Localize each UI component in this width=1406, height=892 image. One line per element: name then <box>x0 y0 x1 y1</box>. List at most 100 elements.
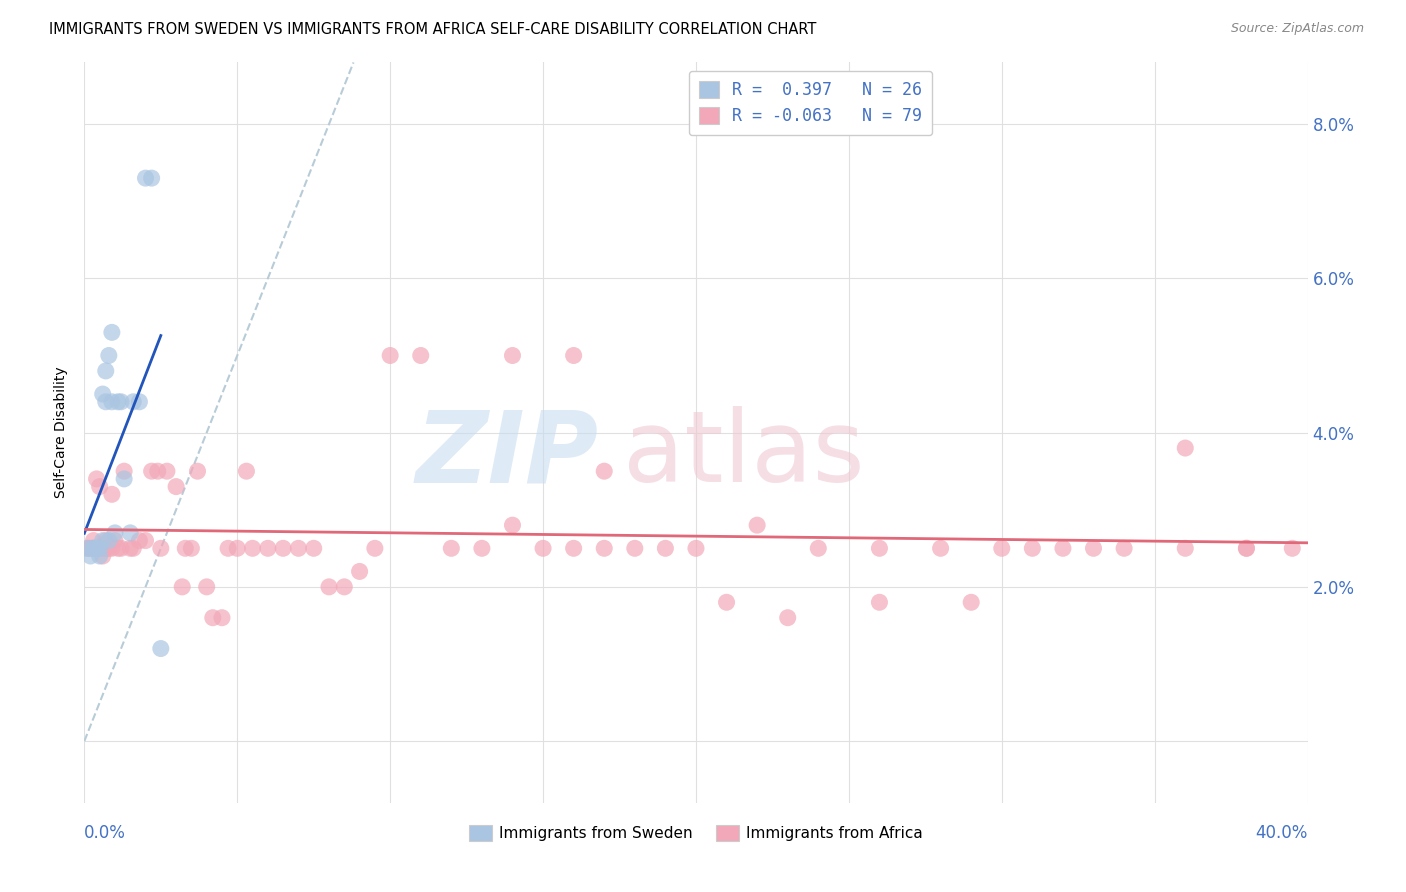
Point <box>302 541 325 556</box>
Point <box>960 595 983 609</box>
Point <box>1174 441 1197 455</box>
Y-axis label: Self-Care Disability: Self-Care Disability <box>55 367 69 499</box>
Point <box>89 541 111 556</box>
Point <box>1114 541 1136 556</box>
Point <box>562 349 585 363</box>
Point <box>146 464 169 478</box>
Text: 40.0%: 40.0% <box>1256 823 1308 841</box>
Point <box>380 349 402 363</box>
Point <box>89 480 111 494</box>
Point <box>110 541 132 556</box>
Point <box>195 580 218 594</box>
Point <box>257 541 280 556</box>
Text: atlas: atlas <box>623 407 865 503</box>
Point <box>76 541 98 556</box>
Point <box>624 541 647 556</box>
Point <box>991 541 1014 556</box>
Point <box>364 541 387 556</box>
Point <box>1174 541 1197 556</box>
Point <box>128 533 150 548</box>
Point <box>333 580 356 594</box>
Point <box>107 394 129 409</box>
Point <box>112 472 135 486</box>
Point <box>318 580 340 594</box>
Point <box>440 541 463 556</box>
Point <box>128 394 150 409</box>
Point <box>1083 541 1105 556</box>
Point <box>149 541 172 556</box>
Point <box>94 541 117 556</box>
Point <box>201 611 224 625</box>
Point <box>79 541 101 556</box>
Point <box>104 525 127 540</box>
Point <box>91 549 114 563</box>
Point <box>1236 541 1258 556</box>
Point <box>1281 541 1303 556</box>
Legend: Immigrants from Sweden, Immigrants from Africa: Immigrants from Sweden, Immigrants from … <box>463 819 929 847</box>
Point <box>94 364 117 378</box>
Point <box>135 171 157 186</box>
Point <box>120 525 142 540</box>
Point <box>94 394 117 409</box>
Point <box>83 533 105 548</box>
Point <box>91 541 114 556</box>
Point <box>186 464 208 478</box>
Point <box>226 541 249 556</box>
Point <box>1052 541 1074 556</box>
Point <box>1021 541 1043 556</box>
Point <box>97 349 120 363</box>
Point <box>91 533 114 548</box>
Point <box>83 541 105 556</box>
Point <box>531 541 554 556</box>
Point <box>149 641 172 656</box>
Point <box>101 394 124 409</box>
Point <box>141 171 163 186</box>
Point <box>869 595 891 609</box>
Point <box>97 533 120 548</box>
Point <box>86 541 108 556</box>
Point <box>593 541 616 556</box>
Point <box>104 533 127 548</box>
Point <box>654 541 676 556</box>
Point <box>101 326 124 340</box>
Text: ZIP: ZIP <box>415 407 598 503</box>
Point <box>122 394 145 409</box>
Point <box>86 541 108 556</box>
Point <box>716 595 738 609</box>
Point <box>156 464 179 478</box>
Point <box>1236 541 1258 556</box>
Point <box>141 464 163 478</box>
Point <box>235 464 257 478</box>
Text: Source: ZipAtlas.com: Source: ZipAtlas.com <box>1230 22 1364 36</box>
Point <box>211 611 233 625</box>
Point <box>79 549 101 563</box>
Point <box>112 464 135 478</box>
Point <box>83 541 105 556</box>
Point <box>165 480 187 494</box>
Point <box>502 518 524 533</box>
Point <box>91 387 114 401</box>
Point <box>287 541 309 556</box>
Point <box>110 394 132 409</box>
Point <box>747 518 769 533</box>
Point <box>101 487 124 501</box>
Point <box>76 541 98 556</box>
Point <box>807 541 830 556</box>
Point <box>562 541 585 556</box>
Point <box>180 541 202 556</box>
Point <box>869 541 891 556</box>
Point <box>83 541 105 556</box>
Point <box>120 541 142 556</box>
Point <box>135 533 157 548</box>
Point <box>86 541 108 556</box>
Point <box>174 541 197 556</box>
Text: 0.0%: 0.0% <box>84 823 127 841</box>
Point <box>349 565 371 579</box>
Point <box>593 464 616 478</box>
Point <box>89 549 111 563</box>
Point <box>122 541 145 556</box>
Point <box>97 541 120 556</box>
Point <box>89 541 111 556</box>
Point <box>172 580 194 594</box>
Point <box>409 349 432 363</box>
